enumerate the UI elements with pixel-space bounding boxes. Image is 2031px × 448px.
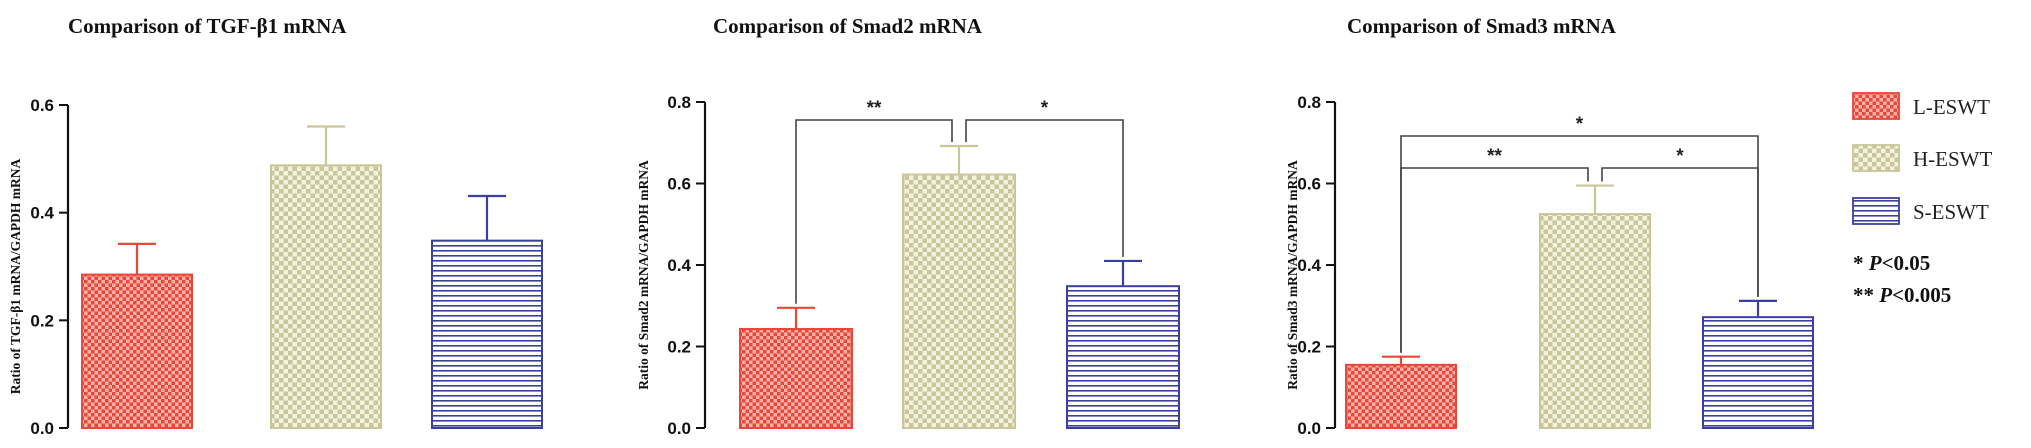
y-tick-label: 0.6 <box>667 175 691 194</box>
bar-l-eswt <box>739 327 853 430</box>
legend-label: S-ESWT <box>1913 200 1989 224</box>
chart-panel-3: Comparison of Smad3 mRNA Ratio of Smad3 m… <box>1285 14 1814 438</box>
legend-item-s-eswt: S-ESWT <box>1852 197 1989 225</box>
bar-s-eswt <box>431 239 543 429</box>
y-tick-label: 0.4 <box>1297 256 1321 275</box>
y-axis-label: Ratio of Smad3 mRNA/GAPDH mRNA <box>1285 160 1300 390</box>
legend-item-l-eswt: L-ESWT <box>1852 92 1990 120</box>
legend-label: H-ESWT <box>1913 147 1992 171</box>
significance-label: * <box>1576 114 1584 135</box>
significance-label: * <box>1041 98 1049 119</box>
y-tick-label: 0.0 <box>1297 419 1321 438</box>
legend-swatch <box>1852 144 1900 172</box>
significance-bracket <box>965 119 1124 257</box>
chart-title: Comparison of Smad2 mRNA <box>713 14 983 38</box>
significance-bracket <box>795 119 953 304</box>
y-tick-label: 0.8 <box>1297 93 1321 112</box>
y-tick-label: 0.0 <box>667 419 691 438</box>
note-stars: ** <box>1853 283 1879 307</box>
legend-swatch <box>1852 197 1900 225</box>
bar-h-eswt <box>1539 213 1651 429</box>
significance-note-2: ** P<0.005 <box>1853 283 1951 307</box>
legend-swatch <box>1852 92 1900 120</box>
note-threshold: <0.05 <box>1882 251 1931 275</box>
y-tick-label: 0.2 <box>30 311 54 330</box>
bar-s-eswt <box>1066 285 1180 429</box>
note-stars: * <box>1853 251 1869 275</box>
bar-h-eswt <box>270 164 382 429</box>
y-axis-label: Ratio of Smad2 mRNA/GAPDH mRNA <box>636 160 651 390</box>
chart-panel-2: Comparison of Smad2 mRNA Ratio of Smad2 m… <box>636 14 1180 438</box>
chart-title: Comparison of TGF-β1 mRNA <box>68 14 347 38</box>
legend-label: L-ESWT <box>1913 95 1990 119</box>
note-p: P <box>1868 251 1882 275</box>
y-tick-label: 0.6 <box>1297 175 1321 194</box>
bar-l-eswt <box>81 273 193 430</box>
bar-l-eswt <box>1345 363 1457 429</box>
y-axis-label: Ratio of TGF-β1 mRNA/GAPDH mRNA <box>8 158 23 394</box>
y-tick-label: 0.6 <box>30 96 54 115</box>
note-p: P <box>1878 283 1892 307</box>
legend-item-h-eswt: H-ESWT <box>1852 144 1992 172</box>
y-tick-label: 0.0 <box>30 419 54 438</box>
y-tick-label: 0.4 <box>667 256 691 275</box>
y-tick-label: 0.4 <box>30 204 54 223</box>
significance-bracket <box>1400 135 1759 353</box>
note-threshold: <0.005 <box>1892 283 1951 307</box>
bar-s-eswt <box>1702 316 1814 429</box>
y-tick-label: 0.2 <box>1297 338 1321 357</box>
chart-title: Comparison of Smad3 mRNA <box>1347 14 1617 38</box>
significance-label: ** <box>1487 146 1502 167</box>
significance-note-1: * P<0.05 <box>1853 251 1930 275</box>
significance-label: ** <box>867 98 882 119</box>
significance-label: * <box>1676 146 1684 167</box>
y-tick-label: 0.8 <box>667 93 691 112</box>
y-tick-label: 0.2 <box>667 338 691 357</box>
bar-h-eswt <box>902 173 1016 429</box>
chart-panel-1: Comparison of TGF-β1 mRNA Ratio of TGF-β1… <box>8 14 543 438</box>
